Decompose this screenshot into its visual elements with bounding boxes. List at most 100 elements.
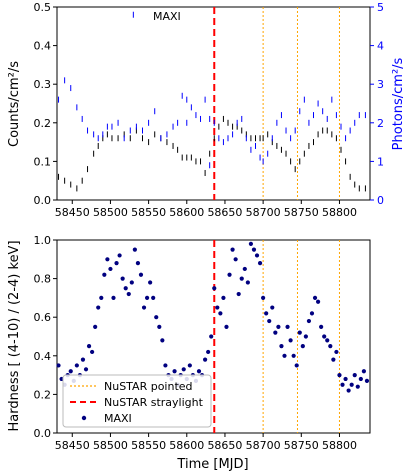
hardness-point (86, 344, 92, 349)
hardness-point (123, 286, 128, 291)
hardness-point (74, 363, 79, 368)
hardness-point (251, 247, 257, 252)
bottom-x-tick-label: 58750 (284, 439, 319, 452)
bottom-panel: Hardness [ (4-10) / (2-4) keV] Time [MJD… (7, 234, 371, 472)
hardness-point (245, 280, 250, 285)
hardness-point (273, 330, 278, 335)
legend-symbol-maxi (81, 415, 87, 421)
hardness-point (242, 266, 247, 272)
top-y-right-tick-label: 2 (377, 117, 384, 130)
bottom-x-tick-label: 58600 (169, 439, 204, 452)
bottom-y-label: Hardness [ (4-10) / (2-4) keV] (7, 240, 22, 431)
hardness-point (196, 369, 202, 374)
hardness-point (285, 324, 290, 329)
hardness-point (117, 253, 122, 258)
legend: NuSTAR pointed NuSTAR straylight MAXI (62, 374, 212, 428)
top-y-right-tick-label: 5 (377, 1, 384, 14)
hardness-point (343, 376, 348, 382)
hardness-point (80, 357, 86, 362)
hardness-point (239, 276, 244, 281)
hardness-point (236, 291, 241, 297)
hardness-point (331, 357, 336, 362)
top-marks: 58450 58500 58550 58600 58650 58700 58750 58800… (34, 1, 385, 219)
top-y-right-tick-label: 1 (377, 155, 384, 168)
hardness-point (297, 330, 302, 335)
hardness-point (203, 357, 208, 362)
hardness-point (319, 324, 324, 329)
bottom-y-tick-label: 0.6 (34, 311, 52, 324)
hardness-point (68, 369, 73, 374)
hardness-point (294, 363, 299, 368)
top-x-tick-label: 58650 (207, 206, 242, 219)
hardness-point (154, 315, 159, 320)
hardness-point (349, 382, 354, 387)
hardness-point (218, 311, 223, 316)
bottom-marks: 58450 58500 58550 58600 58650 58700 58750 58800… (34, 234, 370, 452)
top-y-tick-label: 0.3 (34, 78, 52, 91)
top-y-right-tick-label: 0 (377, 194, 384, 207)
top-x-tick-label: 58700 (246, 206, 281, 219)
hardness-point (312, 295, 318, 300)
hardness-point (99, 295, 104, 300)
hardness-point (96, 305, 101, 310)
top-x-tick-label: 58600 (169, 206, 204, 219)
hardness-point (264, 311, 269, 316)
legend-label-nustar-straylight: NuSTAR straylight (104, 396, 204, 409)
top-y-tick-label: 0.0 (34, 194, 52, 207)
top-x-tick-label: 58450 (55, 206, 90, 219)
bottom-x-tick-label: 58500 (93, 439, 128, 452)
hardness-point (56, 363, 61, 368)
top-y-right-tick-label: 4 (377, 40, 384, 53)
hardness-point (309, 311, 315, 316)
hardness-point (358, 376, 363, 382)
hardness-point (111, 295, 116, 300)
hardness-point (120, 276, 125, 281)
top-x-tick-label: 58500 (93, 206, 128, 219)
hardness-point (328, 344, 333, 349)
x-axis-label: Time [MJD] (176, 457, 248, 472)
hardness-point (322, 334, 327, 339)
hardness-point (215, 305, 220, 310)
hardness-point (160, 338, 165, 343)
hardness-point (157, 324, 162, 329)
hardness-point (172, 369, 177, 374)
hardness-point (163, 363, 168, 368)
hardness-point (135, 261, 141, 266)
hardness-point (355, 384, 360, 389)
hardness-point (303, 334, 308, 339)
hardness-point (221, 295, 226, 300)
top-y-tick-label: 0.2 (34, 117, 52, 130)
top-y-right-tick-label: 3 (377, 78, 384, 91)
hardness-point (151, 295, 156, 300)
hardness-point (346, 388, 351, 393)
hardness-point (206, 349, 211, 355)
bottom-y-tick-label: 1.0 (34, 234, 52, 247)
hardness-point (257, 261, 263, 266)
hardness-point (364, 378, 370, 383)
top-y-label-right: Photons/cm²/s (391, 57, 406, 150)
top-x-tick-label: 58800 (322, 206, 357, 219)
hardness-point (361, 369, 366, 374)
hardness-point (270, 305, 275, 310)
top-x-tick-label: 58750 (284, 206, 319, 219)
hardness-point (254, 253, 260, 258)
hardness-point (132, 247, 137, 252)
hardness-point (148, 280, 153, 285)
bottom-x-tick-label: 58650 (207, 439, 242, 452)
hardness-point (352, 373, 357, 378)
legend-label-maxi: MAXI (104, 412, 132, 425)
hardness-point (126, 291, 131, 297)
hardness-point (230, 247, 235, 252)
bottom-x-tick-label: 58800 (322, 439, 357, 452)
bottom-x-tick-label: 58450 (55, 439, 90, 452)
top-y-tick-label: 0.5 (34, 1, 52, 14)
hardness-point (267, 318, 272, 324)
top-annotation: MAXI (153, 10, 181, 23)
hardness-point (108, 266, 113, 272)
hardness-point (181, 367, 186, 372)
hardness-point (315, 299, 321, 304)
bottom-y-tick-label: 0.4 (34, 350, 52, 363)
hardness-point (224, 324, 229, 329)
hardness-point (300, 344, 305, 349)
